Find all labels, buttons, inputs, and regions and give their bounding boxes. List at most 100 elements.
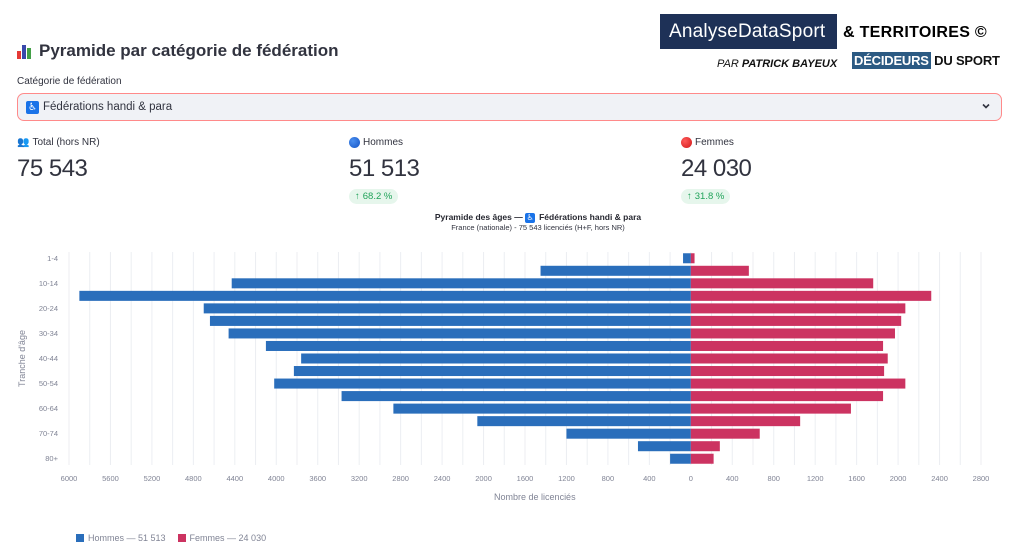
x-tick-label: 3600 (309, 474, 326, 483)
chart-title: Pyramide des âges — ♿ Fédérations handi &… (434, 212, 642, 223)
metric-hommes-delta: ↑ 68.2 % (349, 189, 399, 204)
bar-femmes-50-54[interactable] (690, 378, 906, 389)
bar-femmes-75-79[interactable] (690, 441, 720, 452)
y-tick-label: 70-74 (39, 429, 58, 438)
brand-logo: AnalyseDataSport & TERRITOIRES © PAR PAT… (660, 14, 1024, 84)
x-tick-label: 2000 (890, 474, 907, 483)
bar-femmes-60-64[interactable] (690, 403, 851, 414)
legend-swatch-hommes (76, 534, 84, 542)
chart-legend: Hommes — 51 513 Femmes — 24 030 (76, 533, 266, 543)
brand-name: AnalyseDataSport (660, 14, 837, 49)
bar-hommes-25-29[interactable] (209, 315, 691, 326)
page-title: Pyramide par catégorie de fédération (17, 41, 339, 61)
legend-item-femmes[interactable]: Femmes — 24 030 (177, 533, 266, 543)
wheelchair-icon: ♿ (525, 213, 536, 223)
y-tick-label: 30-34 (39, 329, 58, 338)
bar-hommes-75-79[interactable] (637, 441, 691, 452)
bar-femmes-45-49[interactable] (690, 366, 885, 377)
chevron-down-icon[interactable] (981, 101, 991, 111)
bar-hommes-30-34[interactable] (228, 328, 691, 339)
blue-circle-icon (349, 136, 360, 148)
category-select[interactable]: ♿ Fédérations handi & para (17, 93, 1002, 121)
x-tick-label: 5200 (144, 474, 161, 483)
bar-femmes-10-14[interactable] (690, 278, 874, 289)
metric-femmes-delta-text: 31.8 % (694, 191, 725, 202)
bar-femmes-55-59[interactable] (690, 391, 884, 402)
x-tick-label: 400 (643, 474, 656, 483)
bar-femmes-30-34[interactable] (690, 328, 895, 339)
metric-femmes: Femmes 24 030 ↑ 31.8 % (681, 135, 752, 204)
bar-femmes-15-19[interactable] (690, 290, 932, 301)
x-tick-label: 0 (689, 474, 693, 483)
brand-partner-highlight: DÉCIDEURS (852, 52, 931, 69)
brand-author-name: PATRICK BAYEUX (741, 58, 838, 70)
metric-hommes: Hommes 51 513 ↑ 68.2 % (349, 135, 420, 204)
legend-item-hommes[interactable]: Hommes — 51 513 (76, 533, 166, 543)
legend-label-hommes: Hommes — 51 513 (88, 533, 166, 543)
bar-femmes-1-4[interactable] (690, 253, 695, 264)
red-circle-icon (681, 136, 692, 148)
bar-hommes-35-39[interactable] (265, 340, 691, 351)
bar-hommes-55-59[interactable] (341, 391, 691, 402)
bar-hommes-40-44[interactable] (301, 353, 691, 364)
x-tick-label: 2800 (973, 474, 990, 483)
bar-hommes-5-9[interactable] (540, 265, 691, 276)
brand-partner: DÉCIDEURS DU SPORT (852, 52, 1000, 69)
x-tick-label: 6000 (61, 474, 78, 483)
x-tick-label: 800 (767, 474, 780, 483)
metric-total: 👥 Total (hors NR) 75 543 (17, 135, 100, 183)
y-tick-label: 20-24 (39, 304, 58, 313)
metric-femmes-label-text: Femmes (695, 136, 734, 148)
y-tick-label: 40-44 (39, 354, 58, 363)
bar-hommes-50-54[interactable] (274, 378, 691, 389)
bar-hommes-80+[interactable] (670, 453, 691, 464)
brand-author-prefix: PAR (717, 58, 742, 70)
people-icon: 👥 (17, 136, 30, 148)
metric-hommes-label: Hommes (349, 135, 419, 149)
y-tick-label: 10-14 (39, 279, 58, 288)
x-tick-label: 2800 (392, 474, 409, 483)
bar-hommes-45-49[interactable] (293, 366, 691, 377)
x-tick-label: 4800 (185, 474, 202, 483)
category-select-value: Fédérations handi & para (43, 101, 173, 113)
category-select-label: Catégorie de fédération (17, 76, 122, 87)
bar-chart-icon (17, 44, 33, 59)
metric-total-value: 75 543 (17, 155, 88, 182)
bar-femmes-65-69[interactable] (690, 416, 801, 427)
metric-hommes-label-text: Hommes (363, 136, 404, 148)
chart-bars (79, 253, 932, 464)
x-tick-label: 1600 (848, 474, 865, 483)
x-tick-label: 800 (602, 474, 615, 483)
bar-hommes-1-4[interactable] (683, 253, 691, 264)
bar-hommes-65-69[interactable] (477, 416, 691, 427)
bar-femmes-35-39[interactable] (690, 340, 884, 351)
bar-femmes-20-24[interactable] (690, 303, 906, 314)
metric-femmes-delta: ↑ 31.8 % (681, 189, 731, 204)
x-axis-ticks: 6000 5600 5200 4800 4400 4000 3600 3200 2800 2400… (61, 474, 990, 483)
y-axis-title: Tranche d'âge (17, 330, 27, 387)
bar-hommes-10-14[interactable] (231, 278, 691, 289)
y-axis-ticks: 1-4 10-14 20-24 30-34 40-44 50-54 60-64 70-74 80… (39, 254, 59, 463)
bar-hommes-15-19[interactable] (79, 290, 691, 301)
chart-subtitle: France (nationale) - 75 543 licenciés (H… (451, 223, 625, 232)
bar-hommes-60-64[interactable] (393, 403, 691, 414)
bar-femmes-70-74[interactable] (690, 428, 760, 439)
bar-femmes-5-9[interactable] (690, 265, 749, 276)
bar-femmes-80+[interactable] (690, 453, 714, 464)
brand-suffix: & TERRITOIRES © (843, 24, 988, 41)
wheelchair-icon: ♿ (26, 100, 39, 114)
x-tick-label: 4400 (226, 474, 243, 483)
bar-femmes-40-44[interactable] (690, 353, 888, 364)
metric-hommes-value: 51 513 (349, 155, 420, 182)
x-tick-label: 4000 (268, 474, 285, 483)
x-tick-label: 2400 (434, 474, 451, 483)
y-tick-label: 50-54 (39, 379, 58, 388)
metric-total-label: 👥 Total (hors NR) (17, 135, 100, 149)
x-tick-label: 3200 (351, 474, 368, 483)
page-title-text: Pyramide par catégorie de fédération (39, 41, 339, 60)
bar-hommes-20-24[interactable] (203, 303, 691, 314)
bar-femmes-25-29[interactable] (690, 315, 902, 326)
brand-partner-rest: DU SPORT (930, 53, 1000, 68)
metric-hommes-delta-text: 68.2 % (362, 191, 393, 202)
bar-hommes-70-74[interactable] (566, 428, 691, 439)
